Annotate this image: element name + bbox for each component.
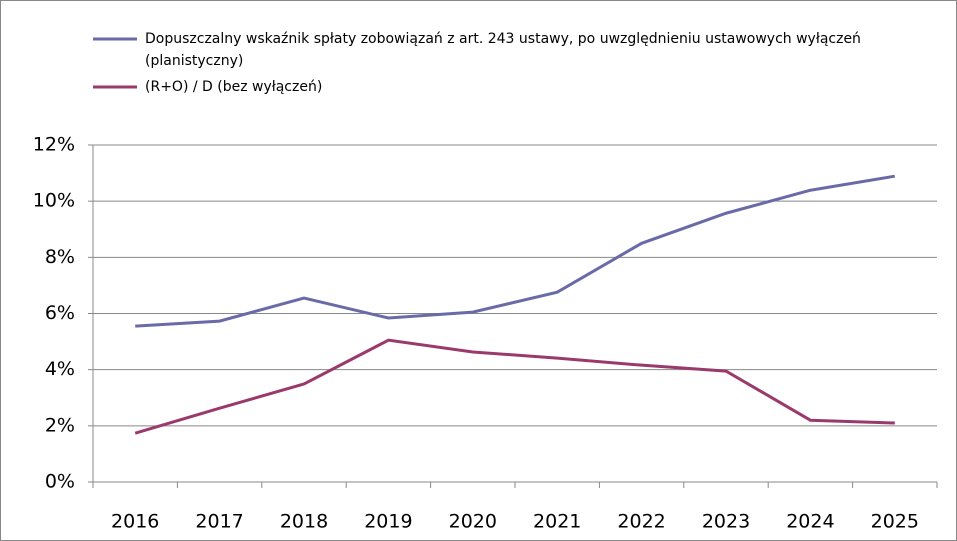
- x-tick-label: 2016: [111, 511, 159, 533]
- x-tick-label: 2018: [280, 511, 328, 533]
- y-tick-label: 10%: [33, 190, 75, 212]
- y-tick-label: 0%: [45, 471, 75, 493]
- y-tick-label: 12%: [33, 134, 75, 156]
- y-tick-label: 2%: [45, 414, 75, 436]
- legend-label: Dopuszczalny wskaźnik spłaty zobowiązań …: [145, 31, 861, 69]
- y-tick-label: 8%: [45, 246, 75, 268]
- x-tick-label: 2022: [617, 511, 665, 533]
- x-tick-label: 2025: [871, 511, 919, 533]
- x-tick-label: 2019: [364, 511, 412, 533]
- x-tick-label: 2023: [702, 511, 750, 533]
- x-tick-label: 2021: [533, 511, 581, 533]
- y-tick-label: 6%: [45, 302, 75, 324]
- x-tick-label: 2020: [449, 511, 497, 533]
- series-line: [135, 174, 896, 328]
- x-tick-label: 2017: [195, 511, 243, 533]
- series-line: [134, 338, 895, 435]
- y-tick-label: 4%: [45, 358, 75, 380]
- x-tick-label: 2024: [786, 511, 834, 533]
- legend-label: (R+O) / D (bez wyłączeń): [145, 79, 323, 95]
